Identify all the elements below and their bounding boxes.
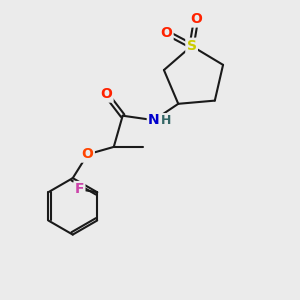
Text: F: F	[75, 182, 84, 196]
Text: S: S	[187, 39, 196, 53]
Text: O: O	[82, 147, 94, 161]
Text: O: O	[190, 12, 202, 26]
Text: O: O	[100, 87, 112, 101]
Text: H: H	[161, 114, 172, 127]
Text: O: O	[160, 26, 172, 40]
Text: N: N	[148, 113, 160, 127]
